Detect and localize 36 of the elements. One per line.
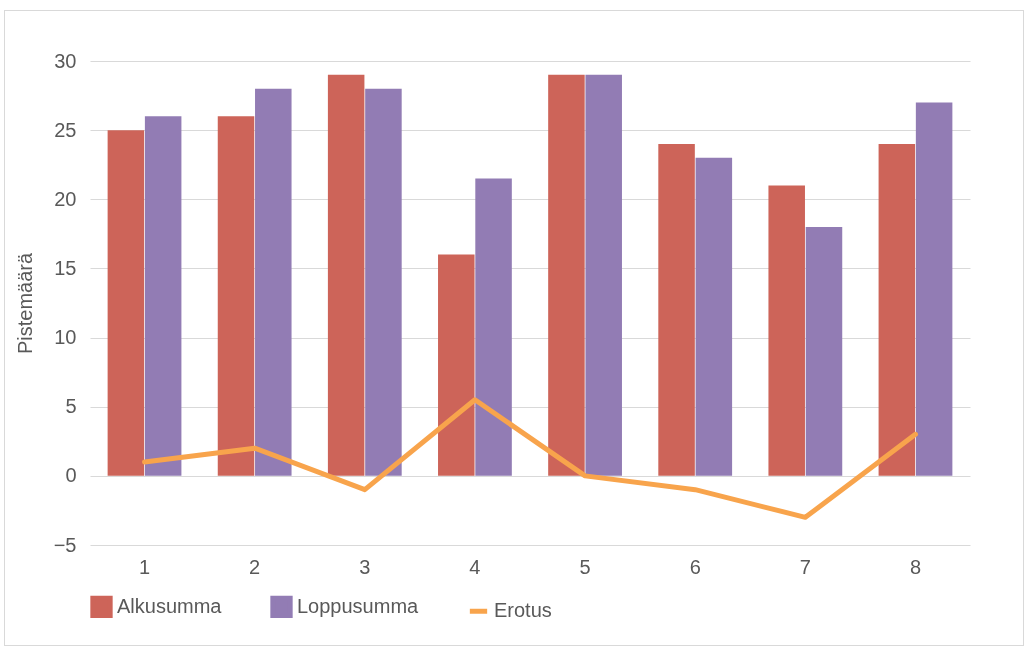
x-tick-label: 7 [799, 555, 811, 578]
y-tick-label: 10 [54, 326, 77, 349]
y-tick-label: 25 [54, 118, 77, 141]
legend-label: Loppusumma [297, 594, 420, 617]
y-tick-label: 20 [54, 187, 77, 210]
bar [805, 226, 843, 476]
bar [144, 116, 182, 476]
legend-label: Erotus [494, 599, 552, 622]
bar [585, 74, 622, 476]
bar [475, 178, 512, 476]
bar [878, 143, 916, 476]
x-tick-label: 3 [359, 555, 371, 578]
y-tick-label: 15 [54, 256, 77, 279]
x-tick-label: 6 [689, 555, 701, 578]
x-tick-label: 5 [579, 555, 591, 578]
x-tick-label: 2 [249, 555, 261, 578]
x-tick-label: 4 [469, 555, 481, 578]
legend-label: Alkusumma [117, 594, 223, 617]
x-tick-label: 8 [909, 555, 922, 578]
bar [217, 116, 255, 476]
bar [548, 74, 585, 476]
bar [695, 157, 733, 476]
bar [915, 102, 953, 476]
y-tick-label: 30 [54, 49, 77, 72]
bar [327, 74, 365, 476]
bar [658, 143, 695, 476]
bar [768, 185, 805, 476]
bar [438, 254, 475, 476]
y-tick-label: −5 [53, 533, 77, 556]
bar [107, 130, 145, 476]
y-tick-label: 5 [65, 395, 77, 418]
x-tick-label: 1 [138, 555, 151, 578]
bar [255, 88, 292, 476]
y-axis-title: Pistemäärä [13, 252, 36, 355]
bar [365, 88, 402, 476]
y-tick-label: 0 [65, 464, 77, 487]
